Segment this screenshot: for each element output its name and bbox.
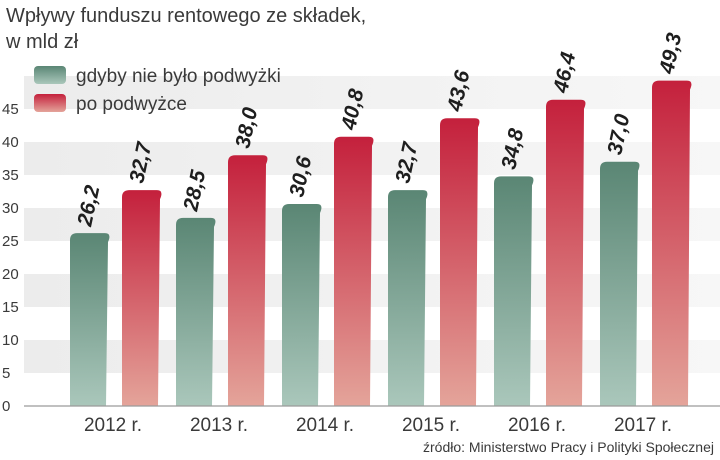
legend-label-gdyby: gdyby nie było podwyżki (76, 66, 281, 87)
bar-gdyby-0 (70, 233, 110, 406)
x-tick-label: 2016 r. (508, 415, 566, 436)
x-tick-label: 2013 r. (190, 415, 248, 436)
y-tick-label: 40 (2, 134, 19, 151)
y-tick-label: 30 (2, 200, 19, 217)
chart-subtitle: w mld zł (5, 31, 79, 53)
y-tick-label: 45 (2, 101, 19, 118)
y-tick-label: 35 (2, 167, 19, 184)
legend-label-po: po podwyżce (76, 94, 187, 115)
source-note: źródło: Ministerstwo Pracy i Polityki Sp… (423, 439, 714, 455)
legend-swatch-gdyby (34, 66, 66, 84)
chart-title: Wpływy funduszu rentowego ze składek, (6, 5, 366, 27)
y-tick-label: 25 (2, 233, 19, 250)
x-tick-label: 2014 r. (296, 415, 354, 436)
legend-swatch-po (34, 94, 66, 112)
bar-po-3 (440, 118, 480, 407)
x-tick-label: 2015 r. (402, 415, 460, 436)
bar-gdyby-3 (388, 190, 428, 406)
bar-gdyby-2 (282, 204, 322, 406)
legend: gdyby nie było podwyżki po podwyżce (34, 66, 281, 115)
bar-po-5 (652, 80, 692, 407)
y-tick-label: 20 (2, 266, 19, 283)
y-tick-label: 0 (2, 398, 10, 415)
x-tick-label: 2017 r. (614, 415, 672, 436)
bar-gdyby-4 (494, 176, 534, 406)
bar-po-2 (334, 136, 374, 406)
bar-gdyby-5 (600, 161, 640, 406)
bars (70, 80, 692, 407)
y-tick-label: 15 (2, 299, 19, 316)
y-tick-label: 10 (2, 332, 19, 349)
bar-value-label: 49,3 (655, 31, 686, 77)
bar-po-0 (122, 190, 162, 406)
x-tick-label: 2012 r. (84, 415, 142, 436)
y-axis: 0 5 10 15 20 25 30 35 40 45 (2, 101, 19, 415)
grid-band (24, 76, 720, 109)
bar-value-labels: 26,232,728,538,030,640,832,743,634,846,4… (73, 31, 686, 230)
bar-po-4 (546, 99, 586, 406)
bar-gdyby-1 (176, 217, 216, 406)
x-axis: 2012 r. 2013 r. 2014 r. 2015 r. 2016 r. 2017 … (24, 405, 720, 436)
bar-po-1 (228, 155, 268, 406)
y-tick-label: 5 (2, 365, 10, 382)
